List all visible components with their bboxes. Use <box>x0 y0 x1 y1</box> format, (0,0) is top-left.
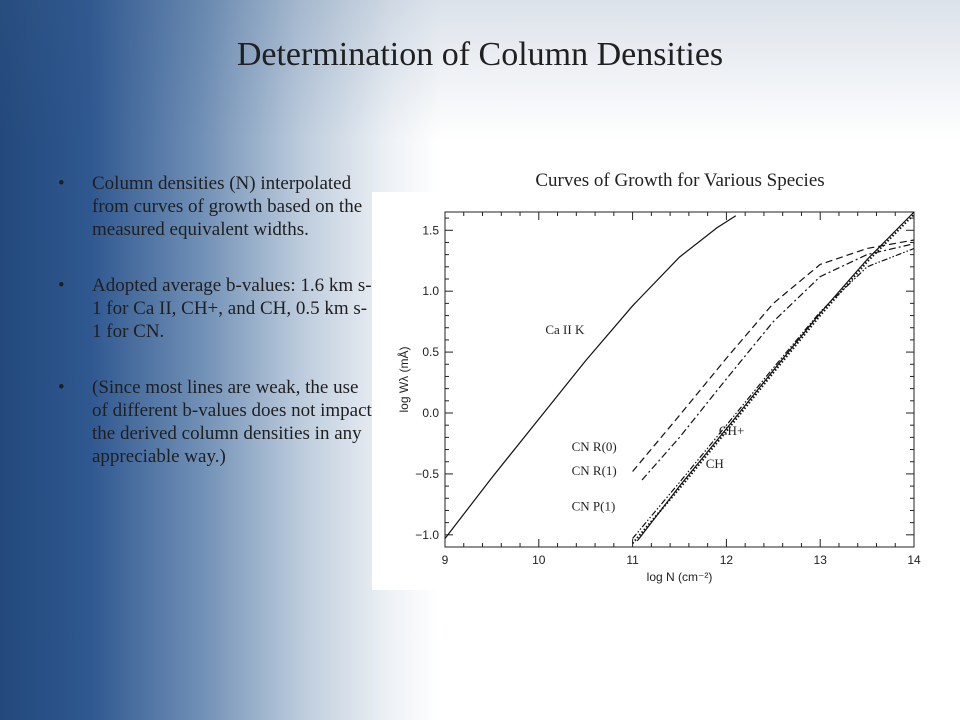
bullet-item: • (Since most lines are weak, the use of… <box>58 376 376 468</box>
x-axis-label: log N (cm⁻²) <box>647 570 713 584</box>
x-tick-label: 12 <box>720 553 734 567</box>
x-tick-label: 11 <box>626 553 639 567</box>
y-axis-label: log Wλ (mÅ) <box>396 346 411 412</box>
bullet-list: • Column densities (N) interpolated from… <box>58 172 376 501</box>
bullet-marker: • <box>58 377 65 398</box>
chart-title: Curves of Growth for Various Species <box>535 170 825 191</box>
series-line-ch <box>631 213 915 544</box>
y-tick-label: 1.5 <box>422 223 439 237</box>
bullet-marker: • <box>58 275 65 296</box>
series-line-ch- <box>636 211 915 542</box>
series-line-ca-ii-k <box>444 215 737 539</box>
series-line-cn-r-0- <box>632 239 915 472</box>
y-tick-label: 1.0 <box>422 284 439 298</box>
x-tick-label: 14 <box>907 553 921 567</box>
bullet-text: Column densities (N) interpolated from c… <box>92 173 363 240</box>
y-tick-label: −1.0 <box>415 528 439 542</box>
x-tick-label: 13 <box>814 553 828 567</box>
curves-of-growth-chart: 9 10 11 12 13 14 −1.0 −0.5 0.0 0.5 1.0 1.5 log N (cm… <box>396 211 921 584</box>
slide-title: Determination of Column Densities <box>236 36 724 73</box>
x-tick-label: 9 <box>442 553 449 567</box>
bullet-text: Adopted average b-values: 1.6 km s-1 for… <box>92 275 372 342</box>
y-tick-label: −0.5 <box>415 467 439 481</box>
x-tick-label: 10 <box>532 553 546 567</box>
plot-frame <box>444 211 915 548</box>
y-tick-label: 0.5 <box>422 345 439 359</box>
bullet-text: (Since most lines are weak, the use of d… <box>92 377 372 467</box>
y-tick-label: 0.0 <box>422 406 439 420</box>
curve-label-cn-r-0-: CN R(0) <box>572 439 617 454</box>
curve-label-ca-ii-k: Ca II K <box>545 322 585 337</box>
chart-area: 9 10 11 12 13 14 −1.0 −0.5 0.0 0.5 1.0 1.5 log N (cm… <box>372 192 938 590</box>
curve-label-ch: CH <box>706 456 724 471</box>
curve-label-ch-: CH+ <box>719 423 744 438</box>
curve-label-cn-r-1-: CN R(1) <box>572 463 617 478</box>
curve-label-cn-p-1-: CN P(1) <box>572 498 616 513</box>
bullet-marker: • <box>58 173 65 194</box>
background-top-shade <box>0 0 960 140</box>
bullet-item: • Adopted average b-values: 1.6 km s-1 f… <box>58 274 376 343</box>
bullet-item: • Column densities (N) interpolated from… <box>58 172 376 241</box>
series-line-cn-r-1- <box>641 243 915 481</box>
